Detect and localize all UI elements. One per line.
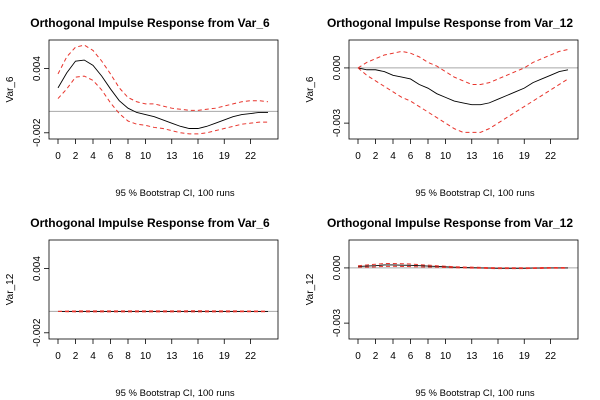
y-axis-label: Var_12 (305, 273, 316, 305)
x-tick-label: 8 (425, 351, 431, 362)
x-tick-label: 19 (519, 151, 531, 162)
series-line-response (57, 59, 268, 129)
y-tick-label: 0.000 (332, 255, 343, 280)
series-line-upper (357, 263, 568, 269)
x-tick-label: 4 (390, 151, 396, 162)
x-tick-label: 4 (90, 351, 96, 362)
x-tick-label: 16 (192, 351, 204, 362)
x-tick-label: 10 (140, 351, 152, 362)
chart-panel-2: Orthogonal Impulse Response from Var_12 0… (300, 0, 600, 200)
x-tick-label: 2 (373, 151, 379, 162)
y-axis-label: Var_12 (5, 273, 16, 305)
chart-panel-1: Orthogonal Impulse Response from Var_6 0 2… (0, 0, 300, 200)
x-tick-label: 13 (166, 351, 178, 362)
y-axis-label: Var_6 (305, 76, 316, 102)
y-tick-label: 0.004 (32, 56, 43, 81)
x-tick-label: 13 (466, 351, 478, 362)
plot-frame (348, 39, 579, 140)
bootstrap-ci-note: 95 % Bootstrap CI, 100 runs (115, 188, 235, 199)
x-tick-label: 22 (545, 151, 557, 162)
y-tick-label: -0.003 (332, 109, 343, 138)
bootstrap-ci-note: 95 % Bootstrap CI, 100 runs (415, 388, 535, 399)
plot-frame (48, 239, 279, 340)
x-tick-label: 4 (90, 151, 96, 162)
x-tick-label: 19 (219, 351, 231, 362)
x-tick-label: 16 (192, 151, 204, 162)
chart-title: Orthogonal Impulse Response from Var_6 (30, 216, 270, 230)
y-tick-label: -0.003 (332, 309, 343, 338)
x-tick-label: 0 (355, 351, 361, 362)
x-tick-label: 10 (440, 151, 452, 162)
x-tick-label: 10 (140, 151, 152, 162)
x-tick-label: 8 (125, 151, 131, 162)
x-tick-label: 6 (408, 151, 414, 162)
x-tick-label: 13 (166, 151, 178, 162)
x-tick-label: 13 (466, 151, 478, 162)
x-tick-label: 8 (425, 151, 431, 162)
chart-svg: Orthogonal Impulse Response from Var_6 0 2… (5, 216, 279, 399)
series-line-upper (57, 44, 269, 111)
x-tick-label: 2 (73, 351, 79, 362)
series-line-lower (57, 75, 268, 135)
bootstrap-ci-note: 95 % Bootstrap CI, 100 runs (115, 388, 235, 399)
x-tick-label: 6 (108, 351, 114, 362)
x-tick-label: 19 (219, 151, 231, 162)
chart-svg: Orthogonal Impulse Response from Var_12 0… (305, 16, 579, 199)
y-tick-label: -0.002 (32, 118, 43, 147)
chart-panel-4: Orthogonal Impulse Response from Var_12 0… (300, 200, 600, 400)
series-line-lower (357, 67, 569, 133)
y-tick-label: 0.004 (32, 256, 43, 281)
plot-frame (348, 239, 579, 340)
chart-title: Orthogonal Impulse Response from Var_12 (327, 216, 573, 230)
x-tick-label: 10 (440, 351, 452, 362)
x-tick-label: 0 (55, 151, 61, 162)
series-line-upper (357, 49, 569, 85)
x-tick-label: 2 (73, 151, 79, 162)
bootstrap-ci-note: 95 % Bootstrap CI, 100 runs (415, 188, 535, 199)
chart-svg: Orthogonal Impulse Response from Var_6 0 2… (5, 16, 279, 199)
chart-panel-3: Orthogonal Impulse Response from Var_6 0 2… (0, 200, 300, 400)
series-line-response (357, 67, 569, 106)
y-tick-label: -0.002 (32, 318, 43, 347)
x-tick-label: 22 (545, 351, 557, 362)
x-tick-label: 0 (55, 351, 61, 362)
x-tick-label: 19 (519, 351, 531, 362)
y-axis-label: Var_6 (5, 76, 16, 102)
x-tick-label: 6 (408, 351, 414, 362)
x-tick-label: 22 (245, 151, 257, 162)
x-tick-label: 6 (108, 151, 114, 162)
chart-title: Orthogonal Impulse Response from Var_12 (327, 16, 573, 30)
x-tick-label: 0 (355, 151, 361, 162)
series-line-upper (57, 310, 268, 312)
chart-svg: Orthogonal Impulse Response from Var_12 0… (305, 216, 579, 399)
chart-title: Orthogonal Impulse Response from Var_6 (30, 16, 270, 30)
x-tick-label: 16 (492, 351, 504, 362)
x-tick-label: 2 (373, 351, 379, 362)
plot-frame (48, 39, 279, 140)
y-tick-label: 0.000 (332, 55, 343, 80)
x-tick-label: 8 (125, 351, 131, 362)
x-tick-label: 16 (492, 151, 504, 162)
series-line-lower (358, 265, 568, 270)
x-tick-label: 22 (245, 351, 257, 362)
x-tick-label: 4 (390, 351, 396, 362)
